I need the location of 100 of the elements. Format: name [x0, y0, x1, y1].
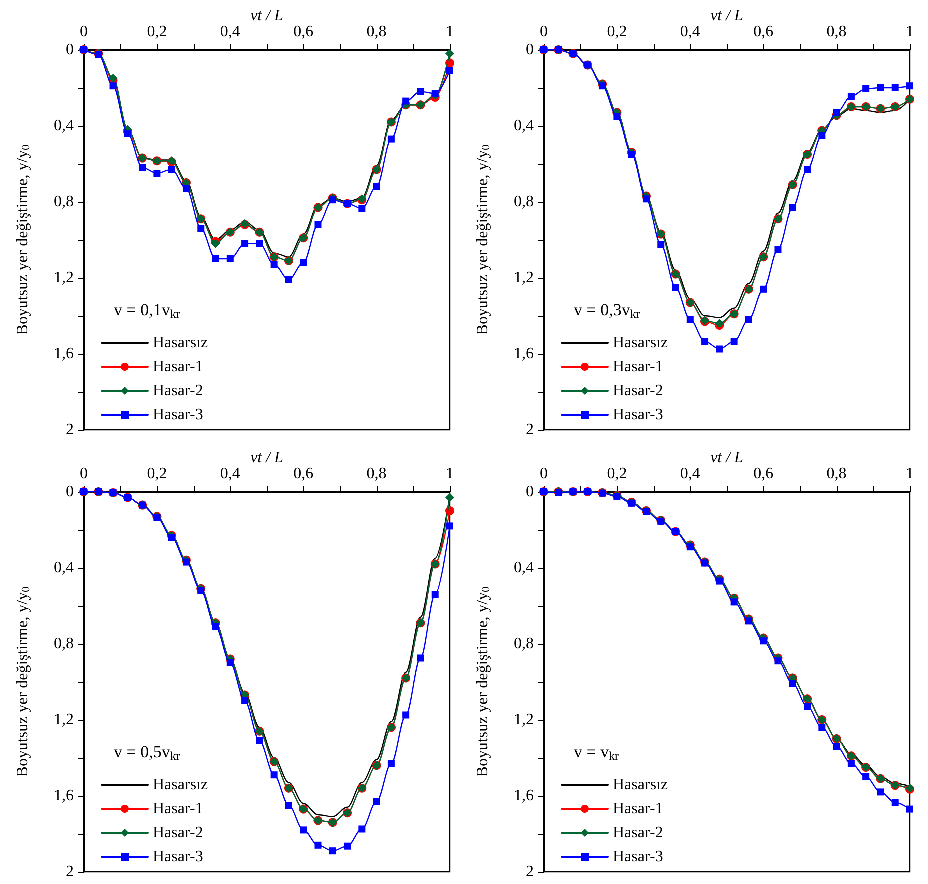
legend-label: Hasar-3: [613, 406, 664, 424]
point: [599, 82, 606, 90]
y-tick-label: 0: [66, 42, 74, 58]
x-tick-label: 0,6: [754, 466, 774, 482]
point: [760, 286, 768, 293]
point: [730, 598, 738, 606]
point: [628, 151, 636, 158]
point: [270, 261, 278, 268]
point: [300, 826, 308, 834]
point: [760, 638, 768, 645]
legend-label: Hasar-2: [153, 824, 204, 842]
point: [446, 67, 454, 74]
point: [804, 166, 812, 174]
y-axis-title: Boyutsuz yer değiştirme, y/y0: [474, 586, 492, 778]
point: [745, 316, 752, 324]
point: [402, 98, 410, 105]
point: [446, 522, 454, 530]
x-tick-label: 0,4: [220, 24, 240, 40]
y-tick-label: 1,2: [514, 712, 534, 728]
legend-label: Hasar-3: [153, 406, 204, 424]
point: [686, 316, 694, 324]
x-tick-label: 0: [540, 24, 548, 40]
point: [892, 84, 899, 92]
point: [344, 842, 352, 850]
point: [774, 658, 782, 665]
y-tick-label: 2: [66, 422, 74, 438]
point: [154, 170, 161, 177]
y-tick-label: 2: [526, 422, 534, 438]
y-tick-label: 2: [66, 864, 74, 880]
legend-label: Hasarsız: [613, 776, 668, 794]
y-tick-label: 0,4: [54, 560, 74, 576]
legend-label: Hasarsız: [153, 776, 208, 794]
x-tick-label: 0,4: [680, 466, 700, 482]
point: [730, 338, 738, 346]
y-tick-label: 0: [526, 42, 534, 58]
point: [314, 221, 322, 228]
point: [242, 698, 249, 704]
y-tick-label: 1,6: [54, 346, 74, 362]
x-tick-label: 0,8: [366, 466, 387, 482]
y-axis-title: Boyutsuz yer değiştirme, y/y0: [14, 586, 32, 778]
point: [818, 724, 826, 732]
y-tick-label: 1,6: [514, 788, 534, 804]
point: [745, 618, 752, 625]
y-axis-title: Boyutsuz yer değiştirme, y/y0: [474, 144, 492, 336]
point: [212, 623, 220, 630]
point: [892, 799, 899, 806]
point: [285, 276, 292, 284]
point: [212, 256, 220, 262]
point: [862, 85, 870, 92]
point: [446, 493, 454, 502]
x-tick-label: 0,6: [294, 466, 314, 482]
x-tick-label: 0,8: [826, 24, 847, 40]
point: [848, 93, 855, 100]
x-axis-title: vt / L: [250, 8, 284, 24]
point: [358, 205, 366, 212]
x-tick-label: 0,8: [366, 24, 387, 40]
point: [358, 826, 366, 833]
y-tick-label: 0,8: [54, 636, 74, 652]
point: [446, 49, 454, 58]
point: [789, 204, 796, 212]
point: [877, 788, 884, 796]
y-tick-label: 1,6: [514, 346, 534, 362]
x-tick-label: 0,6: [294, 24, 314, 40]
legend-label: Hasar-1: [153, 800, 204, 818]
y-tick-label: 1,6: [54, 788, 74, 804]
point: [168, 534, 176, 542]
x-tick-label: 0,6: [754, 24, 774, 40]
point: [388, 760, 395, 768]
point: [716, 578, 724, 585]
point: [198, 225, 205, 232]
y-axis-title: Boyutsuz yer değiştirme, y/y0: [14, 144, 32, 336]
point: [124, 130, 132, 138]
y-tick-label: 0: [526, 484, 534, 500]
x-tick-label: 0,8: [826, 466, 847, 482]
legend-label: Hasar-1: [613, 358, 664, 376]
point: [672, 284, 680, 291]
point: [329, 196, 336, 204]
point: [877, 84, 884, 92]
y-tick-label: 1,2: [514, 270, 534, 286]
legend-label: Hasar-1: [613, 800, 664, 818]
point: [686, 544, 694, 551]
x-tick-label: 0: [80, 466, 88, 482]
legend-label: Hasarsız: [153, 334, 208, 352]
point: [388, 136, 395, 143]
x-tick-label: 1: [906, 466, 914, 482]
point: [314, 842, 322, 849]
point: [417, 88, 424, 96]
point: [198, 587, 205, 594]
point: [417, 654, 424, 662]
point: [373, 183, 380, 190]
x-tick-label: 0,2: [147, 466, 168, 482]
point: [285, 802, 292, 809]
x-tick-label: 0: [540, 466, 548, 482]
point: [110, 82, 117, 90]
point: [774, 246, 782, 253]
legend-label: Hasarsız: [613, 334, 668, 352]
x-tick-label: 0,2: [607, 24, 628, 40]
point: [300, 259, 308, 266]
y-tick-label: 0,4: [514, 560, 534, 576]
y-tick-label: 1,2: [54, 270, 74, 286]
